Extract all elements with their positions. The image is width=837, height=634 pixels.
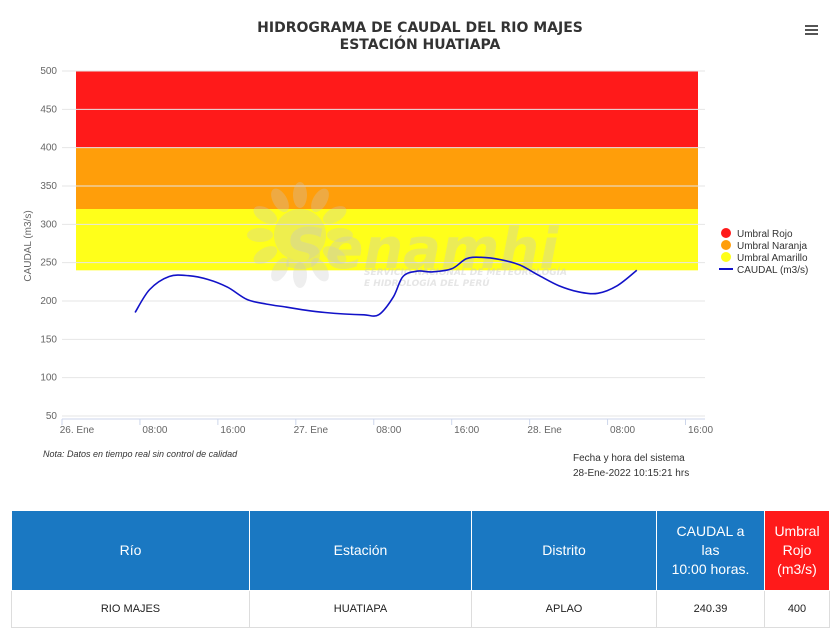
- legend-item-1[interactable]: Umbral Naranja: [721, 240, 807, 252]
- watermark-line1: SERVICIO NACIONAL DE METEOROLOGÍA: [364, 266, 567, 278]
- y-axis: 50 100 150 200 250 300 350 400 450 500: [40, 66, 57, 422]
- header-umbral-rojo: Umbral Rojo (m3/s): [764, 510, 830, 591]
- sun-ray-2: [322, 206, 347, 224]
- legend-item-0[interactable]: Umbral Rojo: [721, 228, 793, 240]
- series-line-caudal[interactable]: [134, 256, 638, 317]
- x-tick-label-4: 08:00: [376, 425, 401, 436]
- legend-symbol-1: [721, 240, 731, 250]
- x-tick-label-3: 27. Ene: [294, 425, 329, 436]
- header-caudal-line1: CAUDAL a: [676, 523, 745, 539]
- y-tick-label-3: 200: [40, 296, 57, 307]
- x-tick-label-8: 16:00: [688, 425, 713, 436]
- cell-estacion: HUATIAPA: [249, 590, 472, 628]
- sun-logo-icon: [247, 182, 353, 288]
- header-caudal: CAUDAL a las 10:00 horas.: [656, 510, 765, 591]
- y-tick-label-0: 50: [46, 411, 58, 422]
- sun-ray-4: [322, 246, 347, 264]
- cell-caudal: 240.39: [656, 590, 765, 628]
- chart-svg: HIDROGRAMA DE CAUDAL DEL RIO MAJES ESTAC…: [23, 20, 808, 479]
- y-axis-title: CAUDAL (m3/s): [23, 210, 34, 281]
- header-caudal-line2: las: [701, 542, 720, 558]
- y-tick-label-2: 150: [40, 334, 57, 345]
- cell-distrito: APLAO: [471, 590, 657, 628]
- x-axis: 26. Ene 08:00 16:00 27. Ene 08:00 16:00 28. En…: [60, 418, 713, 436]
- y-tick-label-7: 400: [40, 143, 57, 154]
- header-rio: Río: [11, 510, 250, 591]
- series-layer: [134, 256, 638, 317]
- table-row: RIO MAJES HUATIAPA APLAO 240.39 400: [11, 590, 830, 628]
- x-tick-label-1: 08:00: [142, 425, 167, 436]
- sun-ray-7: [271, 257, 289, 282]
- legend-symbol-0: [721, 228, 731, 238]
- header-distrito: Distrito: [471, 510, 657, 591]
- cell-umbral: 400: [764, 590, 830, 628]
- band-2: [76, 209, 698, 271]
- y-tick-label-6: 350: [40, 181, 57, 192]
- legend-symbol-2: [721, 252, 731, 262]
- senamhi-watermark: Senamhi SERVICIO NACIONAL DE METEOROLOGÍ…: [247, 182, 567, 289]
- x-tick-label-5: 16:00: [454, 425, 479, 436]
- legend-label-1: Umbral Naranja: [737, 241, 807, 252]
- hydrograph-chart: HIDROGRAMA DE CAUDAL DEL RIO MAJES ESTAC…: [23, 20, 822, 479]
- legend-label-3: CAUDAL (m3/s): [737, 265, 808, 276]
- chart-subtitle: ESTACIÓN HUATIAPA: [340, 35, 501, 53]
- legend-label-2: Umbral Amarillo: [737, 253, 808, 264]
- y-tick-label-9: 500: [40, 66, 57, 77]
- sun-ray-0: [293, 182, 307, 208]
- header-umbral-line2: (m3/s): [777, 561, 817, 577]
- y-tick-label-1: 100: [40, 373, 57, 384]
- header-umbral-line1: Umbral Rojo: [774, 523, 820, 558]
- legend-item-3[interactable]: CAUDAL (m3/s): [719, 265, 808, 276]
- sun-ray-1: [311, 188, 329, 213]
- band-1: [76, 147, 698, 209]
- x-tick-label-6: 28. Ene: [527, 425, 562, 436]
- table-header-row: Río Estación Distrito CAUDAL a las 10:00…: [11, 510, 830, 591]
- x-tick-label-7: 08:00: [610, 425, 635, 436]
- system-time-value: 28-Ene-2022 10:15:21 hrs: [573, 468, 689, 479]
- y-tick-label-5: 300: [40, 219, 57, 230]
- y-tick-label-8: 450: [40, 104, 57, 115]
- y-tick-label-4: 250: [40, 258, 57, 269]
- header-estacion: Estación: [249, 510, 472, 591]
- grid-lines: [62, 70, 705, 417]
- sun-ray-3: [327, 228, 353, 242]
- x-tick-label-2: 16:00: [220, 425, 245, 436]
- legend-item-2[interactable]: Umbral Amarillo: [721, 252, 808, 264]
- sun-ray-5: [311, 257, 329, 282]
- sun-ray-9: [247, 228, 273, 242]
- sun-ray-6: [293, 262, 307, 288]
- sun-ray-8: [253, 246, 278, 264]
- header-caudal-line3: 10:00 horas.: [671, 561, 750, 577]
- sun-ray-11: [271, 188, 289, 213]
- chart-title: HIDROGRAMA DE CAUDAL DEL RIO MAJES: [257, 20, 583, 36]
- x-tick-label-0: 26. Ene: [60, 425, 95, 436]
- quality-note: Nota: Datos en tiempo real sin control d…: [43, 449, 238, 459]
- legend-label-0: Umbral Rojo: [737, 229, 793, 240]
- chart-menu-icon[interactable]: [802, 20, 822, 40]
- station-table: Río Estación Distrito CAUDAL a las 10:00…: [11, 510, 830, 628]
- cell-rio: RIO MAJES: [11, 590, 250, 628]
- system-time-label: Fecha y hora del sistema: [573, 453, 685, 464]
- watermark-line2: E HIDROLOGÍA DEL PERÚ: [364, 277, 490, 289]
- sun-ray-10: [253, 206, 278, 224]
